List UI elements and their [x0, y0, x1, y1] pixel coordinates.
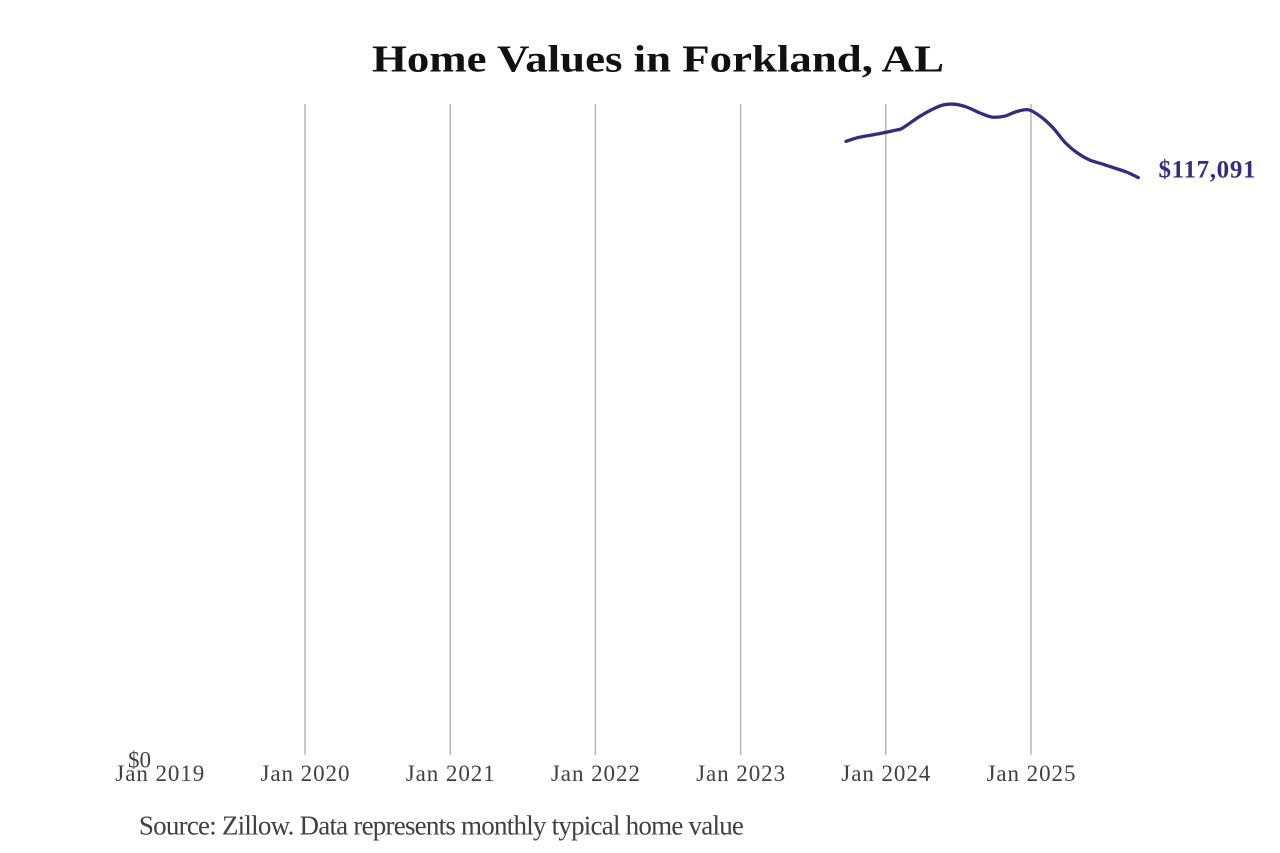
svg-text:Home Values in Forkland, AL: Home Values in Forkland, AL — [372, 39, 944, 81]
svg-text:Jan 2019: Jan 2019 — [115, 761, 204, 786]
svg-text:Jan 2020: Jan 2020 — [261, 761, 350, 786]
svg-text:$0: $0 — [128, 748, 151, 773]
svg-text:Jan 2025: Jan 2025 — [987, 761, 1076, 786]
svg-text:Jan 2024: Jan 2024 — [841, 761, 931, 786]
svg-text:Source: Zillow. Data represent: Source: Zillow. Data represents monthly … — [139, 811, 744, 841]
svg-text:Jan 2022: Jan 2022 — [551, 761, 640, 786]
svg-text:Jan 2021: Jan 2021 — [406, 761, 495, 786]
svg-text:Jan 2023: Jan 2023 — [696, 761, 785, 786]
svg-text:$117,091: $117,091 — [1159, 157, 1256, 184]
